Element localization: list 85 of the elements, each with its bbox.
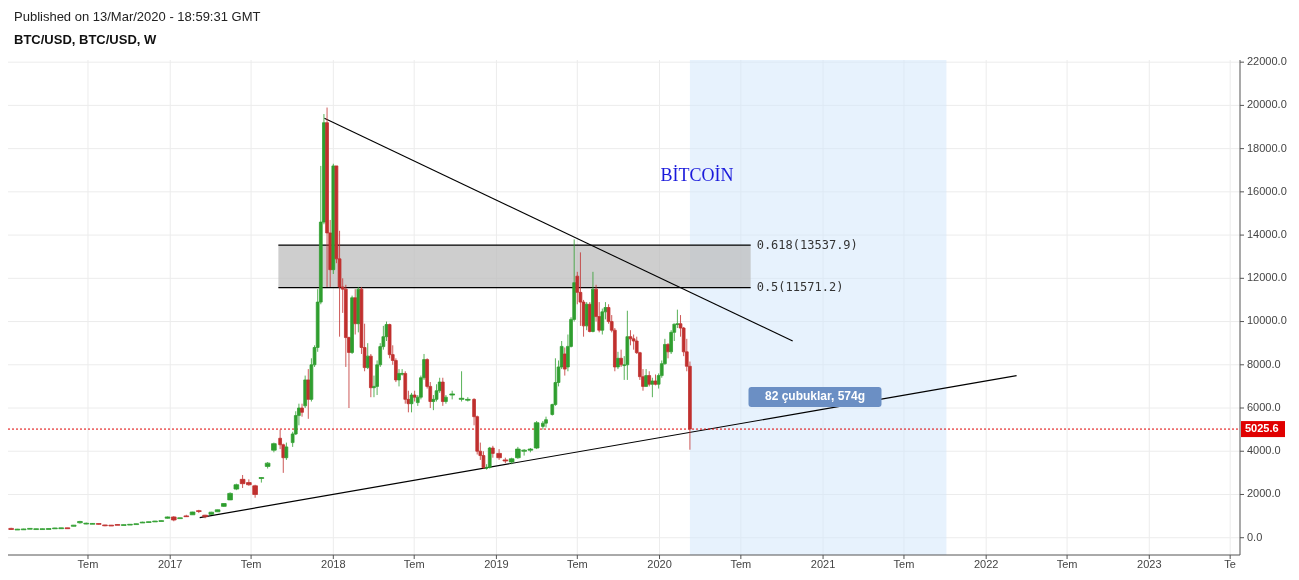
candlestick bbox=[177, 517, 183, 520]
candlestick bbox=[353, 288, 358, 335]
x-tick-label: 2020 bbox=[647, 558, 672, 570]
candlestick bbox=[444, 394, 448, 405]
candlestick bbox=[227, 491, 233, 501]
candlestick bbox=[591, 271, 595, 333]
x-tick-label: 2023 bbox=[1137, 558, 1162, 570]
y-tick-label: 12000.0 bbox=[1247, 271, 1287, 284]
y-tick-label: 2000.0 bbox=[1247, 487, 1281, 500]
candlestick bbox=[233, 483, 240, 491]
candlestick bbox=[441, 377, 445, 407]
x-tick-label: Tem bbox=[566, 558, 588, 570]
candlestick bbox=[502, 457, 509, 464]
y-tick-label: 4000.0 bbox=[1247, 444, 1281, 457]
candlestick bbox=[562, 347, 567, 376]
x-tick-label: Tem bbox=[240, 558, 262, 570]
annotation: BİTCOİN bbox=[660, 165, 734, 186]
x-tick-label: Tem bbox=[403, 558, 425, 570]
candlestick bbox=[325, 107, 329, 288]
y-tick-label: 22000.0 bbox=[1247, 55, 1287, 68]
x-tick-label: Tem bbox=[730, 558, 752, 570]
annotation: 82 çubuklar, 574g bbox=[764, 389, 866, 404]
candlestick bbox=[271, 442, 277, 453]
chart-subtitle: Published on 13/Mar/2020 - 18:59:31 GMT bbox=[14, 9, 261, 24]
candlestick bbox=[616, 351, 620, 370]
candlestick bbox=[350, 295, 354, 355]
y-tick-label: 0.0 bbox=[1247, 530, 1263, 543]
candlestick bbox=[449, 390, 455, 400]
x-tick-label: Tem bbox=[1056, 558, 1078, 570]
candlestick bbox=[544, 416, 548, 428]
candlestick bbox=[196, 509, 202, 514]
candlestick bbox=[258, 476, 265, 483]
candlestick bbox=[628, 329, 633, 346]
candlestick bbox=[644, 368, 648, 387]
candlestick bbox=[214, 509, 221, 513]
candlestick bbox=[647, 370, 652, 387]
y-tick-label: 16000.0 bbox=[1247, 184, 1287, 197]
annotation: 0.618(13537.9) bbox=[756, 237, 858, 252]
candlestick bbox=[300, 403, 304, 418]
x-tick-label: Tem bbox=[77, 558, 99, 570]
chart-title: BTC/USD, BTC/USD, W bbox=[14, 32, 157, 47]
candlestick bbox=[183, 514, 190, 518]
candlestick bbox=[625, 310, 630, 381]
ref-line-label: 5025.6 bbox=[1245, 421, 1279, 434]
candlestick bbox=[666, 342, 670, 359]
candlestick bbox=[77, 520, 83, 525]
y-tick-label: 14000.0 bbox=[1247, 227, 1287, 240]
candlestick bbox=[164, 516, 171, 520]
candlestick bbox=[264, 461, 271, 469]
candlestick bbox=[252, 484, 258, 499]
y-tick-label: 10000.0 bbox=[1247, 314, 1287, 327]
candlestick bbox=[64, 527, 71, 530]
candlestick bbox=[208, 511, 215, 515]
candlestick bbox=[369, 353, 373, 398]
candlestick bbox=[631, 334, 636, 351]
y-tick-label: 6000.0 bbox=[1247, 400, 1281, 413]
candlestick bbox=[8, 527, 14, 531]
candlestick bbox=[653, 374, 658, 386]
candlestick bbox=[171, 515, 177, 522]
x-tick-label: 2022 bbox=[973, 558, 999, 570]
candlestick bbox=[202, 514, 208, 519]
candlestick bbox=[397, 368, 401, 387]
y-tick-label: 18000.0 bbox=[1247, 141, 1287, 154]
candlestick bbox=[619, 349, 623, 368]
annotation: 0.5(11571.2) bbox=[756, 280, 844, 295]
candlestick bbox=[508, 457, 515, 465]
candlestick bbox=[303, 375, 307, 409]
x-tick-label: Tem bbox=[893, 558, 915, 570]
x-tick-label: 2019 bbox=[484, 558, 509, 570]
candlestick bbox=[365, 342, 370, 370]
candlestick bbox=[189, 511, 196, 516]
candlestick bbox=[221, 502, 227, 508]
candlestick bbox=[487, 446, 492, 469]
x-tick-label: Te bbox=[1224, 558, 1236, 570]
candlestick bbox=[306, 368, 311, 420]
y-tick-label: 8000.0 bbox=[1247, 357, 1281, 370]
candlestick bbox=[284, 442, 289, 461]
candlestick bbox=[409, 392, 414, 413]
x-tick-label: 2018 bbox=[321, 558, 346, 570]
candlestick bbox=[412, 390, 417, 402]
y-tick-label: 20000.0 bbox=[1247, 98, 1287, 111]
x-tick-label: 2017 bbox=[157, 558, 183, 570]
candlestick bbox=[650, 377, 655, 398]
x-tick-label: 2021 bbox=[810, 558, 836, 570]
candlestick bbox=[70, 524, 77, 527]
